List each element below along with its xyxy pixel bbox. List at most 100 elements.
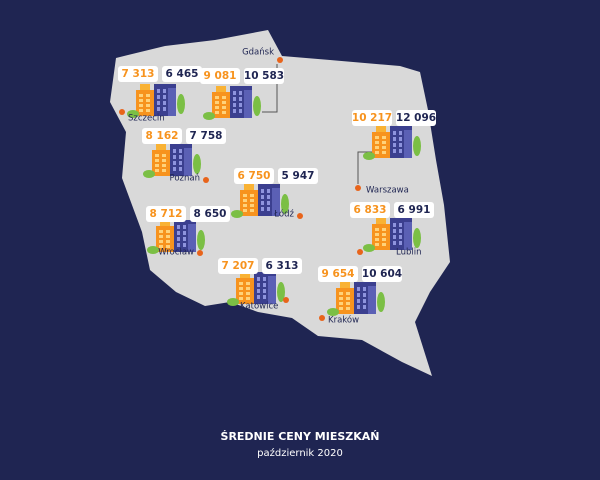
building-dark-side [404, 130, 412, 158]
window [155, 164, 159, 167]
window [375, 228, 379, 231]
price-label: 7 313 [122, 68, 155, 80]
price-badge [200, 68, 240, 84]
window [382, 151, 386, 154]
tree [413, 136, 421, 156]
building-orange [372, 224, 390, 250]
window [222, 101, 226, 104]
building-orange-light [340, 282, 350, 288]
building-orange-light [376, 126, 386, 132]
city-name: Katowice [240, 302, 278, 312]
window [363, 293, 366, 297]
window [346, 297, 350, 300]
window [146, 104, 150, 107]
window [243, 204, 247, 207]
building-dark-side [272, 188, 280, 216]
tree [413, 228, 421, 248]
tree [193, 154, 201, 174]
price-badge [118, 66, 158, 82]
window [393, 223, 396, 227]
window [257, 289, 260, 293]
window [375, 151, 379, 154]
window [382, 228, 386, 231]
window [363, 287, 366, 291]
window [239, 109, 242, 113]
price-badge [218, 258, 258, 274]
city-dot [283, 297, 289, 303]
window [346, 307, 350, 310]
window [393, 137, 396, 141]
window [339, 302, 343, 305]
window [263, 289, 266, 293]
window [239, 297, 243, 300]
window [393, 235, 396, 239]
price-label: 10 583 [244, 70, 284, 82]
building-orange-light [156, 144, 166, 150]
bush [231, 210, 243, 218]
window [159, 235, 163, 238]
tree [177, 94, 185, 114]
price-label: 6 313 [266, 260, 299, 272]
tree [281, 194, 289, 214]
city-dot [357, 249, 363, 255]
window [166, 240, 170, 243]
city-dot [197, 250, 203, 256]
window [139, 94, 143, 97]
window [173, 155, 176, 159]
window [233, 91, 236, 95]
price-badge [362, 266, 402, 282]
window [146, 94, 150, 97]
window [183, 231, 186, 235]
building-dark-side [404, 222, 412, 250]
window [215, 106, 219, 109]
building-dark-side [268, 276, 276, 304]
window [399, 137, 402, 141]
window [250, 194, 254, 197]
window [261, 207, 264, 211]
building-orange [136, 90, 154, 116]
window [139, 99, 143, 102]
tree [377, 292, 385, 312]
window [222, 106, 226, 109]
building-dark-side [368, 286, 376, 314]
window [183, 225, 186, 229]
city-name: Gdańsk [242, 48, 274, 58]
window [222, 96, 226, 99]
building-dark-side [184, 148, 192, 176]
building-orange-light [376, 218, 386, 224]
price-badge [142, 128, 182, 144]
price-label: 9 081 [204, 70, 237, 82]
window [155, 154, 159, 157]
window [267, 189, 270, 193]
bush [143, 170, 155, 178]
building-orange-light [160, 220, 170, 226]
price-label: 6 465 [166, 68, 199, 80]
window [263, 277, 266, 281]
window [357, 305, 360, 309]
window [263, 283, 266, 287]
window [267, 207, 270, 211]
window [166, 245, 170, 248]
city-dot [203, 177, 209, 183]
window [375, 141, 379, 144]
price-label: 6 750 [238, 170, 271, 182]
bush [363, 244, 375, 252]
city-name: Warszawa [366, 186, 409, 196]
price-badge [186, 128, 226, 144]
window [179, 155, 182, 159]
window [139, 104, 143, 107]
window [261, 189, 264, 193]
building-orange [212, 92, 230, 118]
city-name: Szczecin [128, 114, 165, 124]
window [139, 109, 143, 112]
price-label: 7 758 [190, 130, 223, 142]
window [375, 233, 379, 236]
city-name: Lublin [396, 248, 421, 258]
window [243, 199, 247, 202]
window [246, 297, 250, 300]
window [382, 141, 386, 144]
window [257, 295, 260, 299]
window [157, 101, 160, 105]
price-badge [234, 168, 274, 184]
building-dark-side [188, 224, 196, 252]
